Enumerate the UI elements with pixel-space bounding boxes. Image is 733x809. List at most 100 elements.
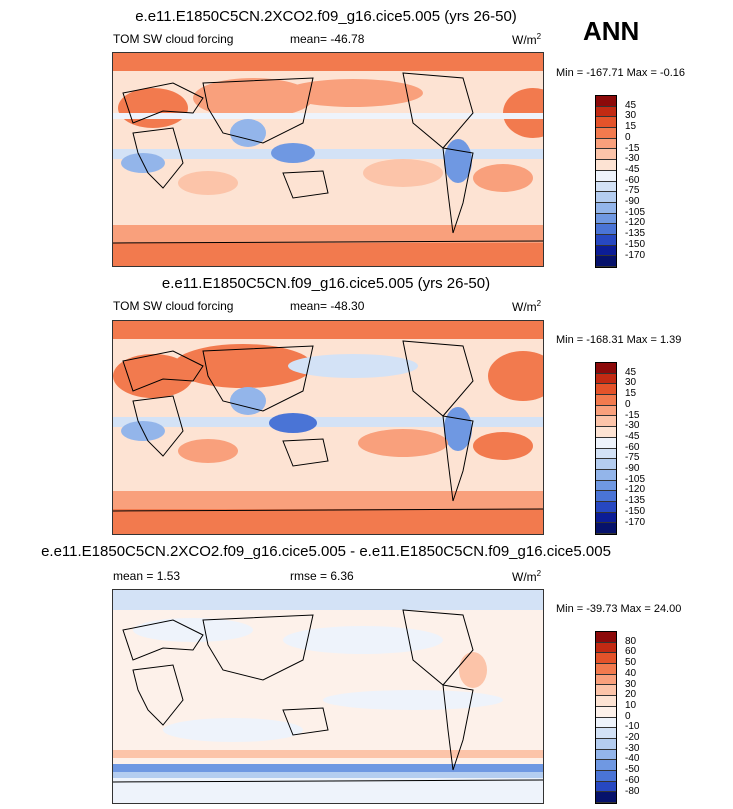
colorbar-swatch [596, 395, 616, 406]
colorbar-swatch [596, 632, 616, 643]
colorbar-tick-label: 0 [625, 710, 631, 722]
colorbar-tick-label: -30 [625, 742, 640, 754]
panel-2-minmax: Min = -168.31 Max = 1.39 [556, 334, 682, 346]
colorbar-tick-label: 80 [625, 635, 637, 647]
colorbar-tick-label: -80 [625, 785, 640, 797]
colorbar-tick-label: -150 [625, 505, 646, 517]
panel-1-mean-label: mean= -46.78 [290, 32, 365, 46]
panel-2-mean-label: mean= -48.30 [290, 299, 365, 313]
colorbar-swatch [596, 427, 616, 438]
colorbar-swatch [596, 448, 616, 460]
colorbar-swatch [596, 653, 616, 665]
colorbar-tick-label: 45 [625, 99, 637, 111]
colorbar-swatch [596, 685, 616, 697]
panel-2-title: e.e11.E1850C5CN.f09_g16.cice5.005 (yrs 2… [161, 275, 491, 292]
colorbar-tick-label: 10 [625, 699, 637, 711]
colorbar-tick-label: -15 [625, 409, 640, 421]
colorbar-tick-label: 15 [625, 121, 637, 133]
colorbar-swatch [596, 717, 616, 729]
panel-3-rmse-label: rmse = 6.36 [290, 569, 354, 583]
colorbar-swatch [596, 363, 616, 374]
colorbar-swatch [596, 501, 616, 513]
colorbar-swatch [596, 117, 616, 129]
colorbar-swatch [596, 128, 616, 139]
colorbar-tick-label: -20 [625, 732, 640, 743]
season-label: ANN [583, 16, 640, 46]
colorbar-tick-label: -150 [625, 238, 646, 250]
panel-3-units: W/m2 [512, 569, 542, 584]
colorbar-tick-label: -90 [625, 463, 640, 474]
panel-3-minmax: Min = -39.73 Max = 24.00 [556, 603, 682, 615]
colorbar-tick-label: 30 [625, 377, 637, 389]
colorbar-swatch [596, 512, 616, 524]
colorbar-swatch [596, 781, 616, 793]
colorbar-tick-label: 40 [625, 667, 637, 679]
panel-2-colorbar [595, 362, 617, 535]
colorbar-swatch [596, 728, 616, 739]
panel-1-variable-label: TOM SW cloud forcing [113, 32, 234, 46]
colorbar-swatch [596, 373, 616, 385]
colorbar-tick-label: -75 [625, 452, 640, 464]
colorbar-tick-label: 45 [625, 366, 637, 378]
colorbar-tick-label: -45 [625, 163, 640, 175]
panel-3-map [112, 589, 544, 804]
colorbar-swatch [596, 245, 616, 257]
colorbar-swatch [596, 149, 616, 161]
colorbar-swatch [596, 674, 616, 686]
colorbar-swatch [596, 416, 616, 428]
colorbar-tick-label: -105 [625, 473, 646, 485]
colorbar-tick-label: -40 [625, 753, 640, 765]
colorbar-swatch [596, 792, 616, 803]
colorbar-swatch [596, 738, 616, 750]
colorbar-swatch [596, 256, 616, 267]
colorbar-tick-label: -170 [625, 249, 646, 261]
panel-1-units: W/m2 [512, 32, 542, 47]
colorbar-tick-label: -10 [625, 721, 640, 733]
colorbar-swatch [596, 213, 616, 225]
colorbar-swatch [596, 181, 616, 193]
colorbar-tick-label: 0 [625, 131, 631, 143]
colorbar-swatch [596, 760, 616, 771]
panel-2-variable-label: TOM SW cloud forcing [113, 299, 234, 313]
colorbar-swatch [596, 202, 616, 214]
colorbar-swatch [596, 384, 616, 396]
colorbar-tick-label: -90 [625, 196, 640, 207]
colorbar-swatch [596, 469, 616, 481]
colorbar-swatch [596, 405, 616, 417]
panel-3-map-plot [113, 590, 543, 803]
colorbar-tick-label: -60 [625, 774, 640, 786]
colorbar-tick-label: -120 [625, 217, 646, 229]
colorbar-swatch [596, 523, 616, 534]
colorbar-tick-label: -50 [625, 764, 640, 776]
colorbar-tick-label: -30 [625, 153, 640, 165]
colorbar-tick-label: 30 [625, 110, 637, 122]
panel-1-map-plot [113, 53, 543, 266]
colorbar-swatch [596, 96, 616, 107]
colorbar-tick-label: -60 [625, 441, 640, 453]
colorbar-swatch [596, 642, 616, 654]
colorbar-swatch [596, 491, 616, 502]
colorbar-tick-label: -105 [625, 206, 646, 218]
colorbar-tick-label: -45 [625, 430, 640, 442]
panel-3-colorbar [595, 631, 617, 804]
colorbar-tick-label: -75 [625, 185, 640, 197]
colorbar-tick-label: 60 [625, 646, 637, 658]
colorbar-swatch [596, 160, 616, 171]
panel-2-map-plot [113, 321, 543, 534]
colorbar-tick-label: -170 [625, 516, 646, 528]
colorbar-swatch [596, 770, 616, 782]
colorbar-tick-label: -135 [625, 495, 646, 507]
colorbar-tick-label: -60 [625, 174, 640, 186]
colorbar-swatch [596, 106, 616, 118]
colorbar-tick-label: -120 [625, 484, 646, 496]
colorbar-tick-label: 20 [625, 689, 637, 701]
colorbar-swatch [596, 224, 616, 235]
colorbar-tick-label: 0 [625, 398, 631, 410]
panel-2-units: W/m2 [512, 299, 542, 314]
panel-3-mean-label: mean = 1.53 [113, 569, 181, 583]
panel-2-map [112, 320, 544, 535]
panel-1-map [112, 52, 544, 267]
colorbar-swatch [596, 138, 616, 150]
colorbar-swatch [596, 664, 616, 675]
panel-3-title: e.e11.E1850C5CN.2XCO2.f09_g16.cice5.005 … [41, 543, 611, 560]
